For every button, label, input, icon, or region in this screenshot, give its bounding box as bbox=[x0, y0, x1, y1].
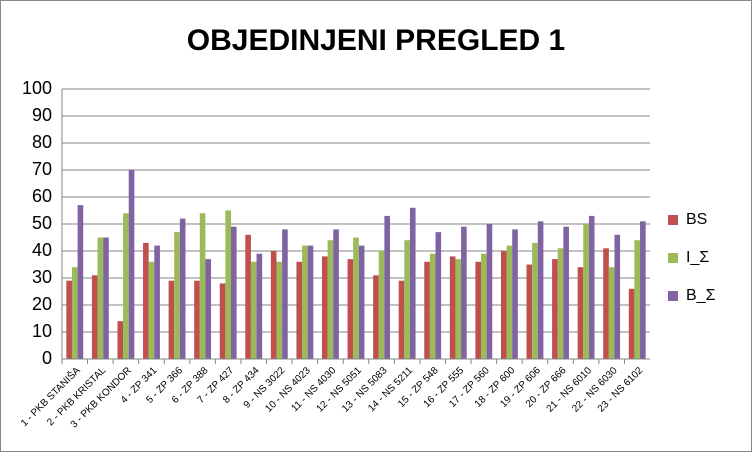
bar bbox=[526, 264, 533, 359]
bar bbox=[486, 224, 493, 359]
legend-label: I_Σ bbox=[686, 249, 709, 266]
bar bbox=[608, 267, 615, 359]
bar bbox=[577, 267, 584, 359]
y-tick-label: 80 bbox=[32, 132, 52, 152]
bar bbox=[588, 215, 595, 359]
y-tick-label: 40 bbox=[32, 240, 52, 260]
bar bbox=[174, 232, 180, 359]
bar bbox=[219, 283, 226, 359]
bar bbox=[302, 245, 308, 359]
bar bbox=[199, 213, 206, 359]
bar bbox=[552, 259, 558, 359]
bar bbox=[71, 267, 78, 359]
bar bbox=[532, 242, 538, 359]
bar bbox=[276, 261, 283, 359]
y-tick-label: 30 bbox=[32, 267, 52, 287]
bar bbox=[398, 280, 405, 359]
bar bbox=[270, 251, 277, 359]
bar bbox=[97, 237, 104, 359]
bar bbox=[256, 253, 263, 359]
bar bbox=[481, 253, 487, 359]
bar bbox=[77, 205, 84, 359]
bar bbox=[455, 259, 462, 359]
bar bbox=[500, 251, 507, 359]
bar bbox=[282, 229, 288, 359]
bar bbox=[563, 226, 569, 359]
bar bbox=[628, 288, 635, 359]
y-tick-label: 90 bbox=[32, 105, 52, 125]
bar bbox=[91, 275, 98, 359]
bar bbox=[194, 280, 200, 359]
bar bbox=[128, 170, 135, 359]
bar bbox=[245, 234, 251, 359]
bar bbox=[230, 226, 237, 359]
bar bbox=[154, 245, 160, 359]
bar bbox=[461, 226, 467, 359]
bar bbox=[66, 280, 72, 359]
y-tick-label: 50 bbox=[32, 213, 52, 233]
bar bbox=[168, 280, 175, 359]
bar bbox=[557, 248, 564, 359]
y-tick-label: 0 bbox=[42, 348, 52, 368]
bar bbox=[353, 237, 359, 359]
bar bbox=[475, 261, 482, 359]
bar bbox=[148, 261, 155, 359]
bar bbox=[583, 224, 589, 359]
bar bbox=[373, 275, 379, 359]
bar bbox=[123, 213, 129, 359]
bar bbox=[225, 210, 231, 359]
bar bbox=[537, 221, 544, 359]
bar bbox=[327, 240, 334, 359]
legend-swatch bbox=[668, 253, 678, 263]
bar bbox=[307, 245, 314, 359]
bar bbox=[429, 253, 436, 359]
bar bbox=[634, 240, 641, 359]
y-tick-label: 10 bbox=[32, 321, 52, 341]
y-tick-label: 60 bbox=[32, 186, 52, 206]
bar bbox=[347, 259, 354, 359]
bar bbox=[103, 237, 109, 359]
bar bbox=[117, 321, 124, 359]
legend-swatch bbox=[668, 215, 678, 225]
bar bbox=[358, 245, 365, 359]
bar bbox=[179, 218, 186, 359]
bar bbox=[384, 215, 391, 359]
bar bbox=[614, 234, 621, 359]
bar bbox=[424, 261, 430, 359]
bar bbox=[409, 207, 416, 359]
legend-label: B_Σ bbox=[686, 287, 716, 304]
bar bbox=[449, 256, 456, 359]
bar bbox=[378, 251, 385, 359]
y-tick-label: 70 bbox=[32, 159, 52, 179]
bar bbox=[205, 259, 212, 359]
bar bbox=[143, 242, 149, 359]
bar bbox=[333, 229, 339, 359]
bar bbox=[296, 261, 303, 359]
legend-label: BS bbox=[686, 211, 707, 228]
bar bbox=[506, 245, 513, 359]
bar bbox=[640, 221, 646, 359]
bar bbox=[435, 232, 442, 359]
bar bbox=[321, 256, 328, 359]
bar bbox=[250, 261, 257, 359]
legend-swatch bbox=[668, 291, 678, 301]
chart-title: OBJEDINJENI PREGLED 1 bbox=[187, 24, 565, 57]
bar bbox=[512, 229, 518, 359]
y-tick-label: 100 bbox=[22, 78, 52, 98]
bar bbox=[404, 240, 410, 359]
bar bbox=[603, 248, 609, 359]
y-tick-label: 20 bbox=[32, 294, 52, 314]
